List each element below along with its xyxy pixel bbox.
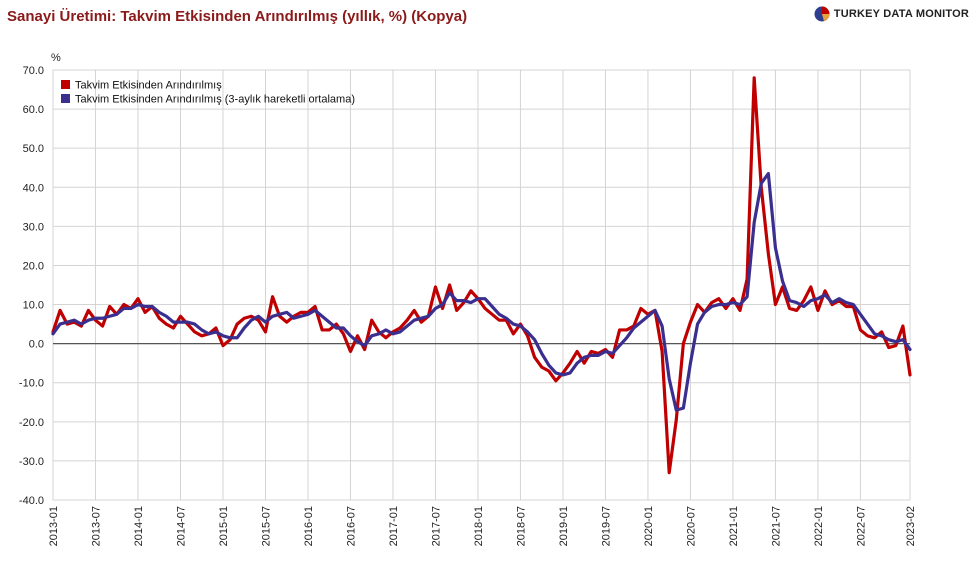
y-tick-label: -40.0 [19,495,44,507]
x-tick-label: 2017-01 [388,506,400,546]
legend-label-1: Takvim Etkisinden Arındırılmış [75,80,222,92]
legend-swatch-1 [61,80,70,89]
x-tick-label: 2018-01 [473,506,485,546]
x-tick-label: 2013-01 [48,506,60,546]
y-tick-label: -10.0 [19,378,44,390]
y-tick-label: -30.0 [19,456,44,468]
x-tick-label: 2015-01 [218,506,230,546]
legend: Takvim Etkisinden Arındırılmış Takvim Etk… [61,80,355,106]
x-tick-label: 2016-07 [345,506,357,546]
plot-area [52,69,911,501]
series-line-2 [51,171,912,412]
x-tick-label: 2020-01 [643,506,655,546]
y-tick-label: -20.0 [19,417,44,429]
series-line-1 [51,76,912,475]
legend-label-2: Takvim Etkisinden Arındırılmış (3-aylık … [75,94,355,106]
brand-logo: TURKEY DATA MONITOR [814,6,969,22]
chart-title: Sanayi Üretimi: Takvim Etkisinden Arındı… [7,8,468,25]
x-tick-label: 2022-07 [855,506,867,546]
y-tick-label: 60.0 [23,104,44,116]
x-tick-label: 2021-01 [728,506,740,546]
legend-swatch-2 [61,94,70,103]
brand-pie-icon [814,6,830,22]
x-tick-label: 2014-01 [133,506,145,546]
x-tick-label: 2016-01 [303,506,315,546]
x-tick-label: 2017-07 [430,506,442,546]
y-tick-label: 70.0 [23,65,44,77]
y-tick-label: 40.0 [23,182,44,194]
y-tick-label: 20.0 [23,260,44,272]
grid [52,69,911,501]
x-tick-label: 2020-07 [685,506,697,546]
x-tick-label: 2023-02 [905,506,917,546]
series-lines [51,76,912,475]
x-tick-label: 2022-01 [813,506,825,546]
y-tick-label: 50.0 [23,143,44,155]
y-tick-label: 30.0 [23,221,44,233]
y-tick-label: 0.0 [29,339,44,351]
x-tick-label: 2021-07 [770,506,782,546]
x-tick-label: 2019-07 [600,506,612,546]
x-tick-label: 2014-07 [175,506,187,546]
axes: 70.0 60.0 50.0 40.0 30.0 20.0 10.0 0.0 -10.0 -20.… [19,52,917,546]
x-tick-label: 2019-01 [558,506,570,546]
x-tick-label: 2013-07 [90,506,102,546]
x-tick-label: 2015-07 [260,506,272,546]
x-tick-label: 2018-07 [515,506,527,546]
brand-name: TURKEY DATA MONITOR [833,8,969,20]
y-axis-unit: % [51,52,61,64]
y-tick-label: 10.0 [23,300,44,312]
